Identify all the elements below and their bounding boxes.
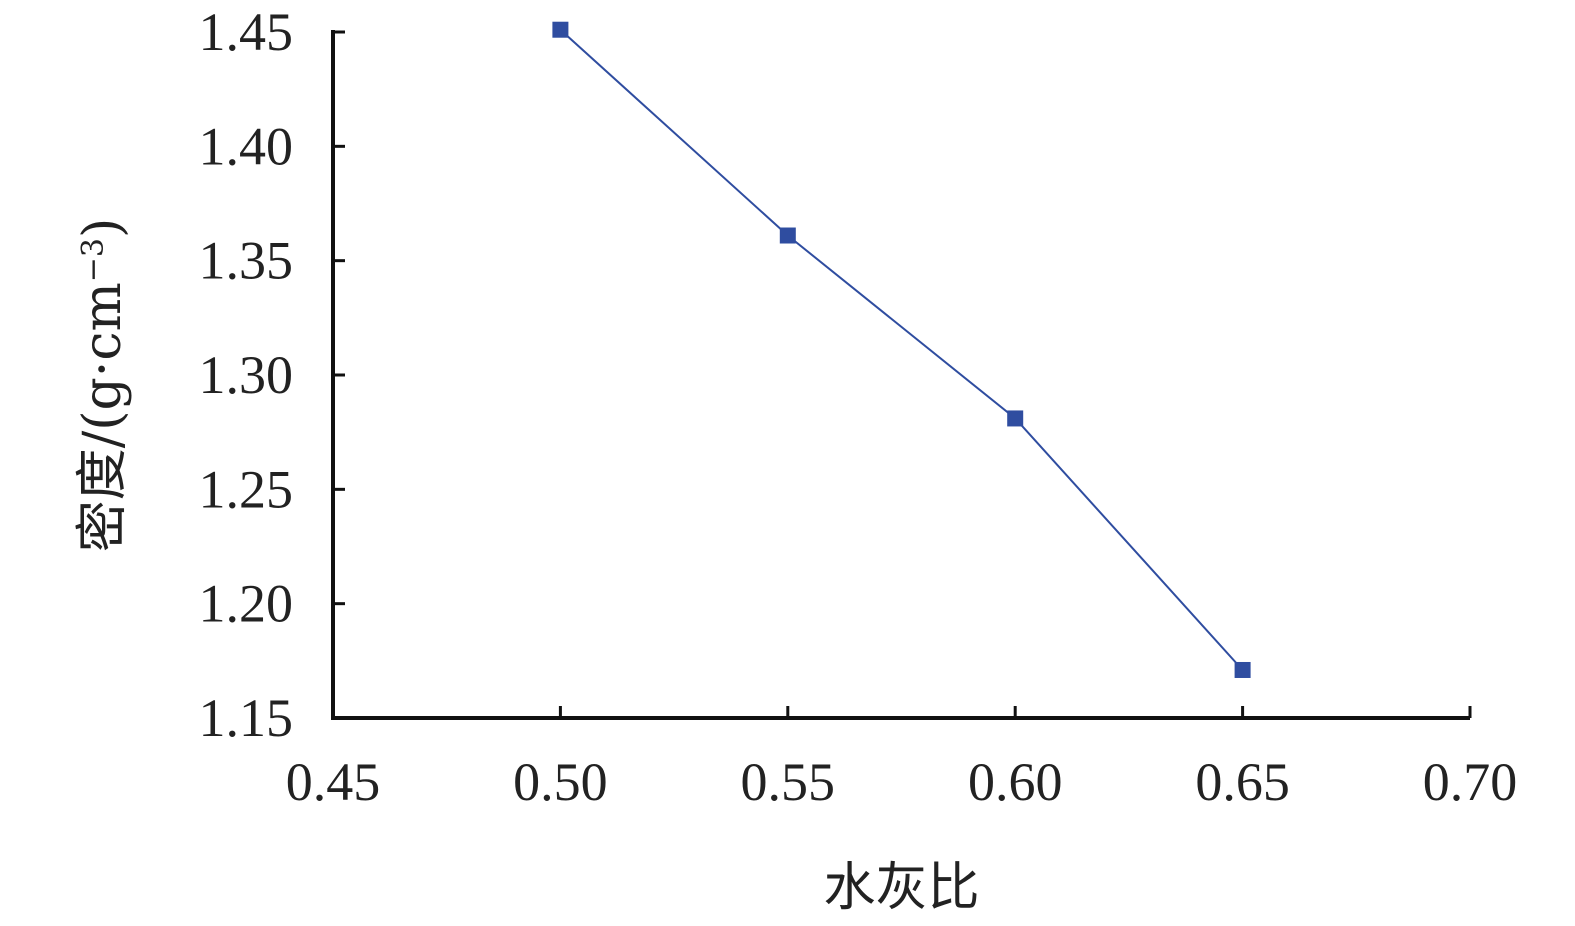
- y-tick-label: 1.25: [199, 459, 294, 519]
- x-tick-label: 0.70: [1423, 752, 1518, 812]
- x-tick-label: 0.50: [513, 752, 608, 812]
- x-axis-title: 水灰比: [823, 858, 979, 918]
- data-point-marker: [1234, 661, 1251, 678]
- y-axis-title-main: 密度/(g·cm: [73, 282, 133, 552]
- series-line: [559, 28, 1244, 671]
- ticks: 1.45 1.40 1.35 1.30 1.25 1.20 1.150.45 0.50 0.55…: [199, 2, 1518, 812]
- data-point-marker: [552, 21, 569, 38]
- data-point-marker: [1007, 410, 1024, 427]
- data-point-marker: [779, 227, 796, 244]
- y-axis-title-close: ): [73, 218, 133, 238]
- y-tick-label: 1.35: [199, 231, 294, 291]
- x-tick-label: 0.55: [741, 752, 836, 812]
- axes: [331, 30, 1470, 720]
- y-tick-label: 1.15: [199, 688, 294, 748]
- y-tick-label: 1.30: [199, 345, 294, 405]
- y-tick-label: 1.40: [199, 116, 294, 176]
- y-tick-label: 1.20: [199, 574, 294, 634]
- x-tick-label: 0.65: [1195, 752, 1290, 812]
- x-tick-label: 0.60: [968, 752, 1063, 812]
- y-axis-title: 密度/(g·cm−3): [73, 218, 133, 553]
- y-axis-title-superscript: −3: [76, 238, 111, 282]
- series: [552, 21, 1251, 678]
- y-tick-label: 1.45: [199, 2, 294, 62]
- x-tick-label: 0.45: [286, 752, 381, 812]
